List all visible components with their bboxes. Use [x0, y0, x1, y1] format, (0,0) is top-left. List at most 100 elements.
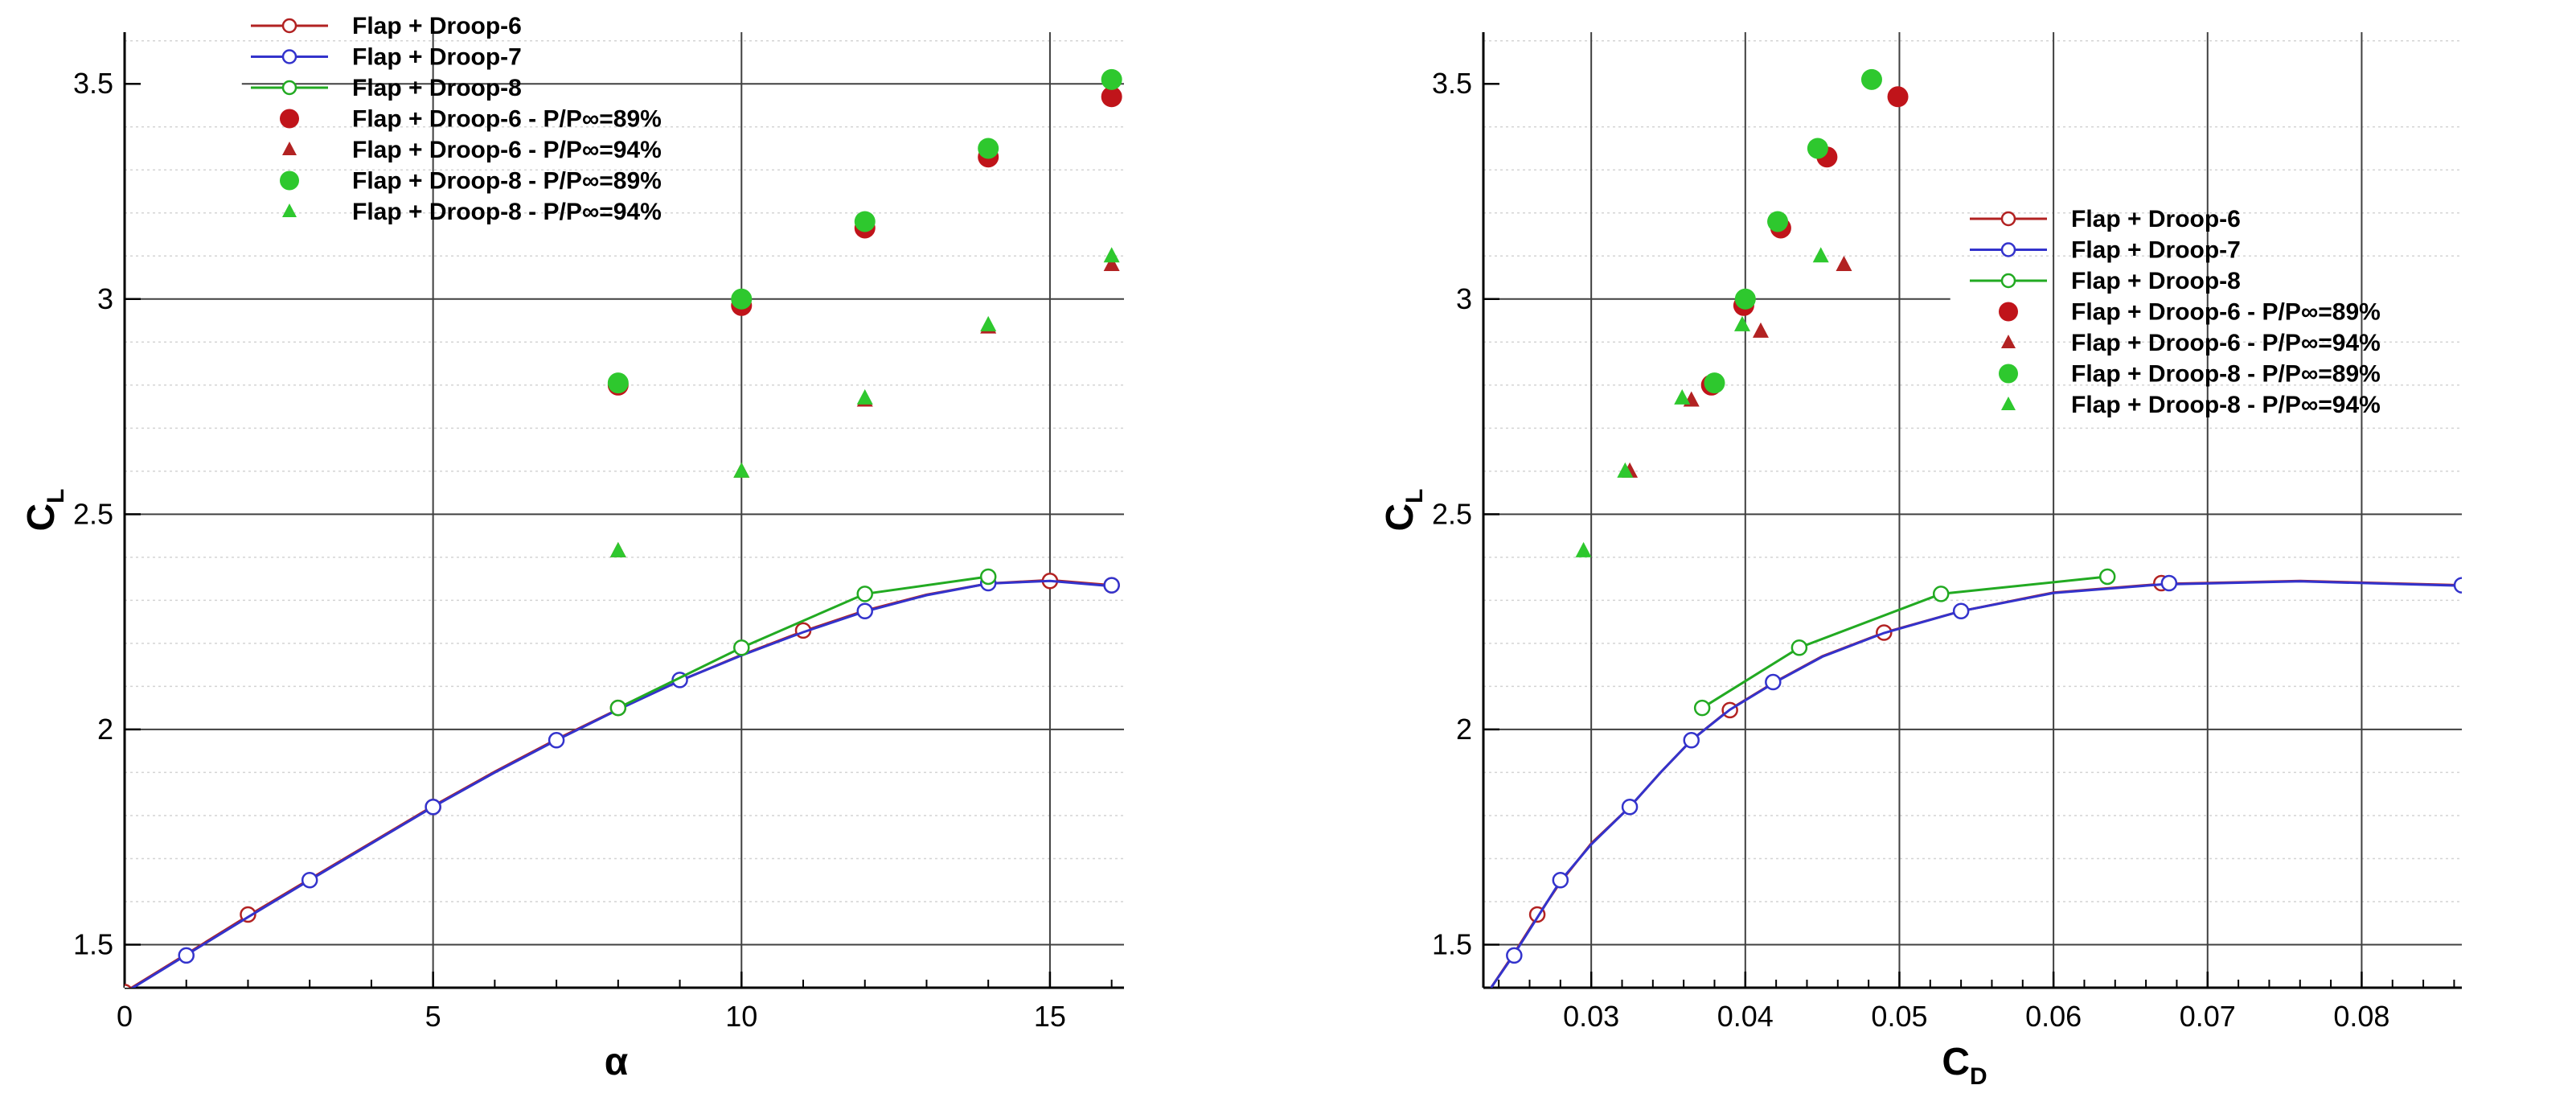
legend-marker-swatch	[2000, 211, 2016, 227]
data-point	[548, 732, 565, 749]
data-point	[1506, 947, 1523, 964]
series-5	[1704, 68, 1882, 394]
series-1	[130, 574, 1120, 988]
data-point	[854, 211, 876, 232]
data-point	[1932, 586, 1950, 602]
y-tick-label: 2	[1456, 713, 1472, 746]
x-tick-label: 0.05	[1871, 1000, 1927, 1033]
legend-marker-swatch	[280, 171, 299, 191]
data-point	[1752, 322, 1769, 338]
data-point	[1767, 211, 1789, 232]
data-point	[1683, 732, 1700, 749]
data-point	[1617, 462, 1634, 478]
legend-label: Flap + Droop-6 - P/P∞=94%	[2071, 330, 2381, 356]
y-tick-label: 2.5	[1432, 497, 1472, 530]
x-axis-title-main: C	[1942, 1041, 1970, 1083]
data-point	[1807, 138, 1828, 159]
data-point	[979, 568, 997, 586]
data-point	[125, 984, 132, 988]
series-line	[130, 579, 1112, 988]
legend-label: Flap + Droop-8 - P/P∞=89%	[352, 168, 662, 195]
legend: Flap + Droop-6 Flap + Droop-7 Flap + Droop…	[251, 13, 662, 225]
data-point	[1693, 699, 1711, 717]
data-point	[2453, 577, 2462, 594]
data-point	[301, 871, 318, 889]
y-axis-title-subscript: L	[43, 489, 69, 504]
data-point	[1812, 247, 1829, 263]
y-axis-title: CL	[20, 489, 69, 532]
y-tick-label: 1.5	[1432, 927, 1472, 960]
data-point	[425, 798, 441, 816]
data-point	[609, 541, 626, 557]
legend-marker-swatch	[281, 80, 297, 96]
series-5	[607, 68, 1122, 394]
legend-label: Flap + Droop-8 - P/P∞=94%	[352, 199, 662, 225]
legend-label: Flap + Droop-8 - P/P∞=94%	[2071, 392, 2381, 418]
legend-label: Flap + Droop-6 - P/P∞=94%	[352, 137, 662, 163]
data-point	[1621, 798, 1639, 816]
y-tick-label: 3	[97, 282, 113, 315]
legend-marker-swatch	[282, 142, 297, 155]
data-point	[609, 699, 627, 717]
data-point	[1765, 673, 1782, 691]
x-tick-label: 0.04	[1717, 1000, 1774, 1033]
data-point	[1790, 639, 1808, 656]
legend-marker-swatch	[281, 18, 297, 34]
data-point	[1103, 247, 1120, 263]
series-1	[1490, 574, 2462, 988]
x-axis-title: α	[605, 1041, 629, 1083]
data-point	[607, 372, 629, 394]
series-0	[1490, 574, 2462, 988]
legend-label: Flap + Droop-7	[2071, 237, 2241, 264]
data-point	[1704, 372, 1725, 394]
data-point	[1734, 288, 1756, 310]
y-tick-label: 2.5	[73, 497, 113, 530]
legend-marker-swatch	[281, 49, 297, 64]
series-line	[1490, 580, 2462, 988]
data-point	[733, 639, 750, 656]
data-point	[856, 602, 873, 620]
data-point	[1860, 68, 1882, 90]
x-tick-label: 0	[117, 1000, 133, 1033]
data-point	[731, 288, 753, 310]
x-tick-label: 0.03	[1563, 1000, 1619, 1033]
series-line	[129, 578, 1112, 988]
legend-label: Flap + Droop-6	[352, 13, 522, 39]
series-line	[1490, 579, 2462, 988]
y-tick-label: 3.5	[73, 67, 113, 100]
data-point	[2160, 574, 2178, 592]
x-tick-label: 0.08	[2333, 1000, 2389, 1033]
legend-label: Flap + Droop-8	[352, 75, 522, 101]
y-axis-title-main: C	[20, 504, 63, 532]
legend-marker-swatch	[2001, 335, 2016, 348]
legend-label: Flap + Droop-7	[352, 44, 522, 71]
series-4	[1622, 255, 1852, 478]
y-axis-title-subscript: L	[1401, 489, 1428, 504]
data-point	[1575, 541, 1592, 557]
series-2	[609, 568, 997, 717]
data-point	[1103, 255, 1120, 271]
data-point	[1103, 577, 1120, 594]
data-point	[856, 388, 873, 405]
x-tick-label: 0.07	[2180, 1000, 2236, 1033]
x-tick-label: 5	[425, 1000, 441, 1033]
x-axis-title-main: α	[605, 1041, 629, 1083]
data-point	[1733, 315, 1750, 331]
series-3	[607, 86, 1122, 396]
series-2	[1693, 568, 2116, 717]
legend: Flap + Droop-6 Flap + Droop-7 Flap + Droop…	[1970, 206, 2381, 418]
legend-label: Flap + Droop-8 - P/P∞=89%	[2071, 361, 2381, 388]
data-point	[1674, 388, 1691, 405]
data-point	[1552, 871, 1569, 889]
legend-marker-swatch	[280, 109, 299, 129]
y-tick-label: 2	[97, 713, 113, 746]
data-point	[980, 315, 997, 331]
legend-marker-swatch	[2000, 273, 2016, 289]
legend-marker-swatch	[282, 203, 297, 217]
data-point	[2098, 568, 2116, 586]
series-6	[1575, 247, 1829, 557]
data-point	[978, 138, 999, 159]
legend-marker-swatch	[1999, 364, 2018, 384]
data-point	[178, 947, 195, 964]
